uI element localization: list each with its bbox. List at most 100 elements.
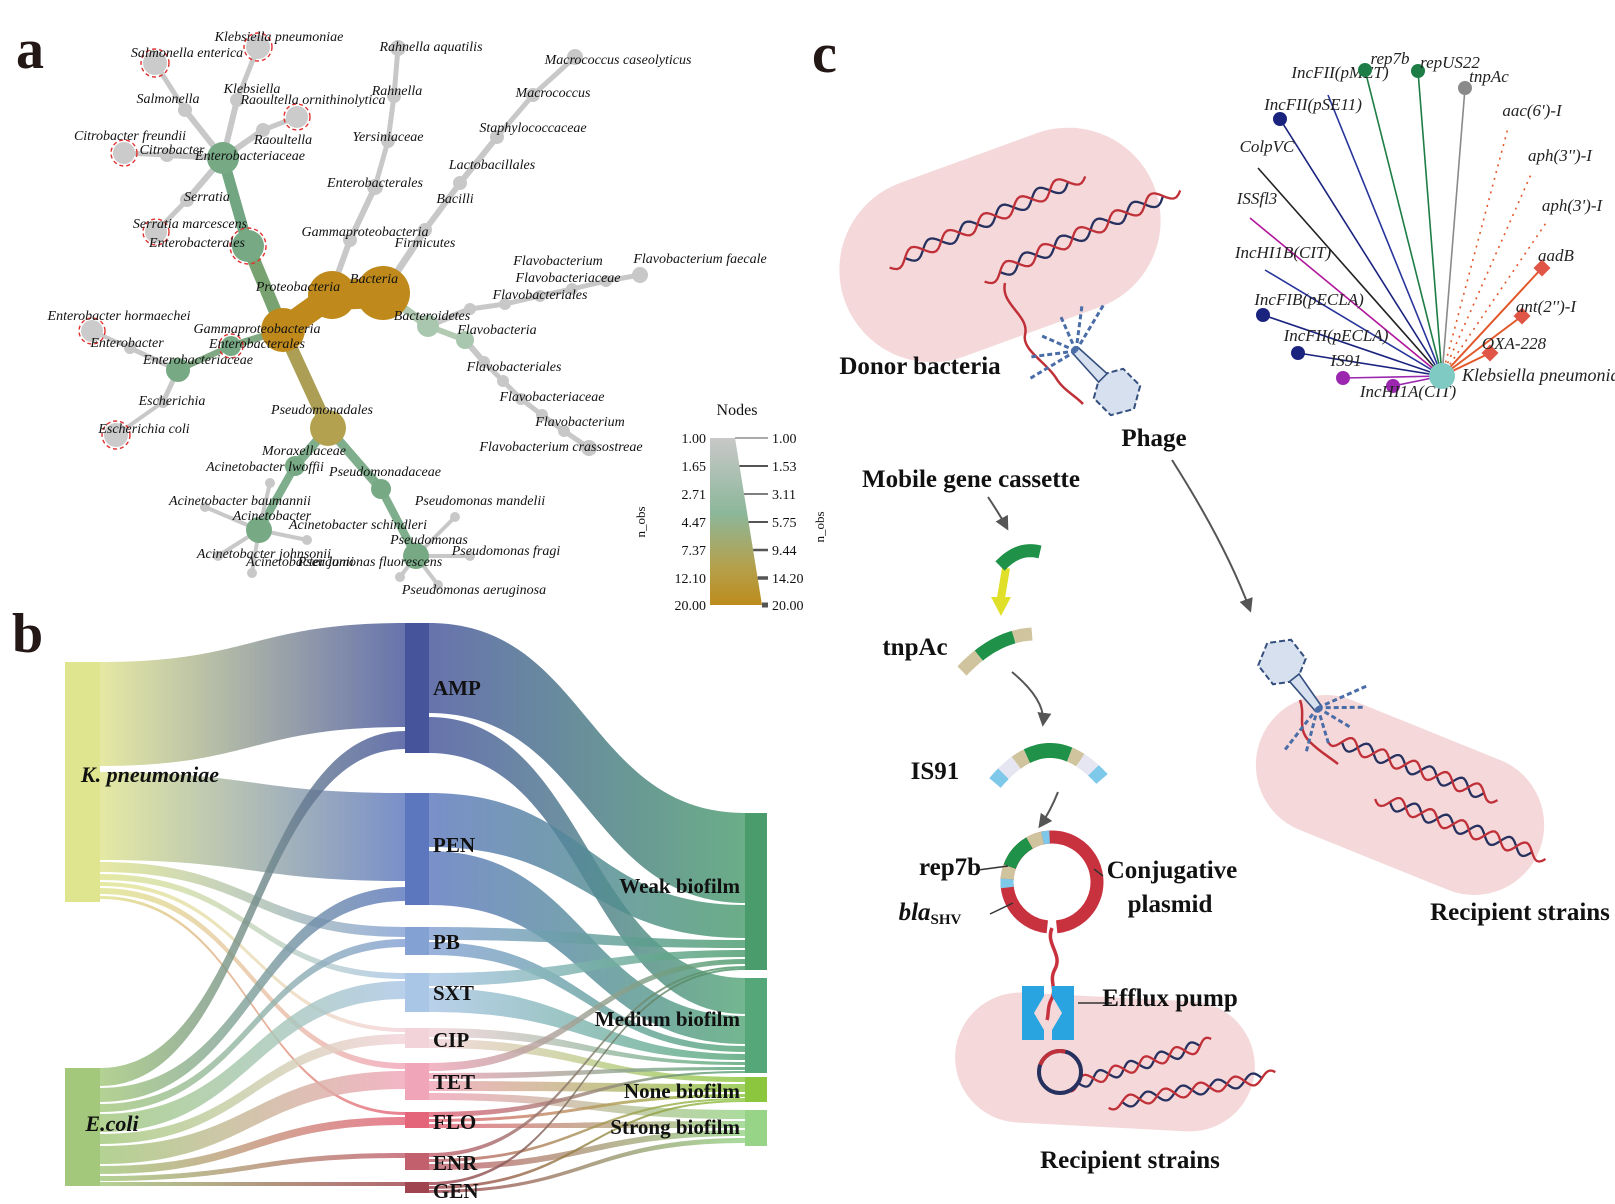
phage-icon xyxy=(1257,638,1368,753)
sankey-antibiotic-label: FLO xyxy=(433,1110,476,1134)
sankey-flow xyxy=(100,882,405,1032)
sankey-flow xyxy=(100,772,405,881)
taxon-label: Acinetobacter johnsonii xyxy=(196,547,331,562)
legend-width-value: 14.20 xyxy=(772,572,804,587)
sankey-node-antibiotic xyxy=(405,973,429,1012)
sankey-antibiotic-label: GEN xyxy=(433,1179,479,1203)
taxon-node xyxy=(166,358,190,382)
sankey-antibiotic-label: SXT xyxy=(433,981,474,1005)
taxon-node xyxy=(581,440,597,456)
network-gene-label: repUS22 xyxy=(1420,53,1480,72)
network-node-dot xyxy=(1386,379,1400,393)
taxon-edge xyxy=(347,184,378,243)
taxon-node xyxy=(200,502,210,512)
taxon-label: Gammaproteobacteria xyxy=(193,322,320,337)
taxon-node xyxy=(566,283,578,295)
network-spoke xyxy=(1441,267,1543,377)
sankey-flow xyxy=(100,981,405,1132)
network-gene-label: rep7b xyxy=(1370,49,1409,68)
legend-axis-label-left: n_obs xyxy=(633,506,648,537)
taxon-label: Pseudomonadaceae xyxy=(328,465,441,480)
network-node-dot xyxy=(1458,81,1472,95)
taxon-label: Acinetobacter lwoffii xyxy=(205,460,324,475)
taxon-label: Firmicutes xyxy=(394,236,456,251)
taxon-label: Enterobacterales xyxy=(148,236,245,251)
sankey-flow xyxy=(429,1121,745,1128)
sankey-biofilm-label: None biofilm xyxy=(624,1079,741,1103)
sankey-node-species xyxy=(65,1068,100,1186)
network-center-node xyxy=(1429,363,1455,389)
network-center-label: Klebsiella pneumoniae xyxy=(1461,365,1615,385)
panel-c-label: plasmid xyxy=(1128,891,1213,918)
taxon-label: Enterobacter hormaechei xyxy=(47,309,191,324)
taxon-node xyxy=(180,193,194,207)
bacteria-cell xyxy=(839,127,1161,363)
plasmid-dna-tail xyxy=(1045,927,1059,1021)
sankey-flow xyxy=(100,1034,405,1144)
legend-size-value: 20.00 xyxy=(675,599,707,614)
sankey-flow xyxy=(429,623,745,903)
taxon-label: Serratia marcescens xyxy=(133,217,248,232)
gene-cassette-segment xyxy=(957,650,983,676)
highlighted-taxon-ring xyxy=(243,32,273,62)
taxon-label: Macrococcus xyxy=(515,86,591,101)
taxon-label: Acinetobacter baumannii xyxy=(168,494,311,509)
highlighted-taxon-ring xyxy=(101,420,131,450)
taxon-label: Rahnella aquatilis xyxy=(378,40,483,55)
network-node-dot xyxy=(1358,63,1372,77)
network-node-dot xyxy=(1273,112,1287,126)
taxon-node xyxy=(256,123,270,137)
taxon-node xyxy=(143,51,167,75)
sankey-node-antibiotic xyxy=(405,1182,429,1193)
taxon-node xyxy=(515,393,527,405)
sankey-antibiotic-label: TET xyxy=(433,1070,475,1094)
gene-cassette-segment xyxy=(1023,743,1073,763)
taxon-node xyxy=(310,410,346,446)
highlighted-taxon-ring xyxy=(78,317,106,345)
sankey-node-antibiotic xyxy=(405,1112,429,1128)
sankey-node-antibiotic xyxy=(405,1063,429,1100)
legend-size-wedge xyxy=(710,438,762,605)
taxon-label: Salmonella enterica xyxy=(131,46,243,61)
network-gene-label: IncFII(pSE11) xyxy=(1263,95,1362,114)
legend-size-value: 4.47 xyxy=(682,516,707,531)
dna-strand-red xyxy=(1066,1036,1212,1093)
sankey-flow xyxy=(100,1117,405,1174)
taxon-node xyxy=(465,551,475,561)
taxon-label: Enterobacterales xyxy=(208,337,305,352)
sankey-node-biofilm xyxy=(745,1077,767,1102)
taxon-label: Enterobacterales xyxy=(326,176,423,191)
taxon-edge xyxy=(391,45,401,99)
sankey-flow xyxy=(100,939,405,1112)
sankey-flow xyxy=(429,1130,745,1170)
taxon-label: Acinetobacter schindleri xyxy=(288,518,427,533)
taxon-node xyxy=(343,233,357,247)
taxon-node xyxy=(81,320,103,342)
legend-width-value: 1.53 xyxy=(772,460,797,475)
taxon-edge xyxy=(530,54,578,98)
sankey-biofilm-label: Medium biofilm xyxy=(595,1007,741,1031)
taxon-node xyxy=(371,479,391,499)
taxon-label: Bacteria xyxy=(350,272,398,287)
gene-cassette-segment xyxy=(995,544,1042,571)
legend-width-value: 9.44 xyxy=(772,544,797,559)
dna-strand-blue xyxy=(1388,801,1533,858)
taxon-node xyxy=(600,275,612,287)
panel-c-label: Efflux pump xyxy=(1102,985,1237,1012)
taxon-label: Pseudomonas fluorescens xyxy=(297,555,443,570)
sankey-node-biofilm xyxy=(745,813,767,970)
network-spoke xyxy=(1297,352,1443,377)
sankey-node-antibiotic xyxy=(405,1153,429,1170)
sankey-node-species xyxy=(65,662,100,902)
taxon-node xyxy=(286,106,308,128)
panel-c-label: rep7b xyxy=(919,854,981,881)
taxon-label: Enterobacteriaceae xyxy=(142,353,253,368)
sankey-flow xyxy=(429,1093,745,1119)
panel-c-label: Recipient strains xyxy=(1430,899,1610,926)
network-spoke xyxy=(1417,70,1443,377)
taxon-node xyxy=(230,93,244,107)
taxon-label: Escherichia xyxy=(138,394,206,409)
taxon-node xyxy=(145,221,167,243)
taxon-label: Pseudomonas fragi xyxy=(451,544,561,559)
